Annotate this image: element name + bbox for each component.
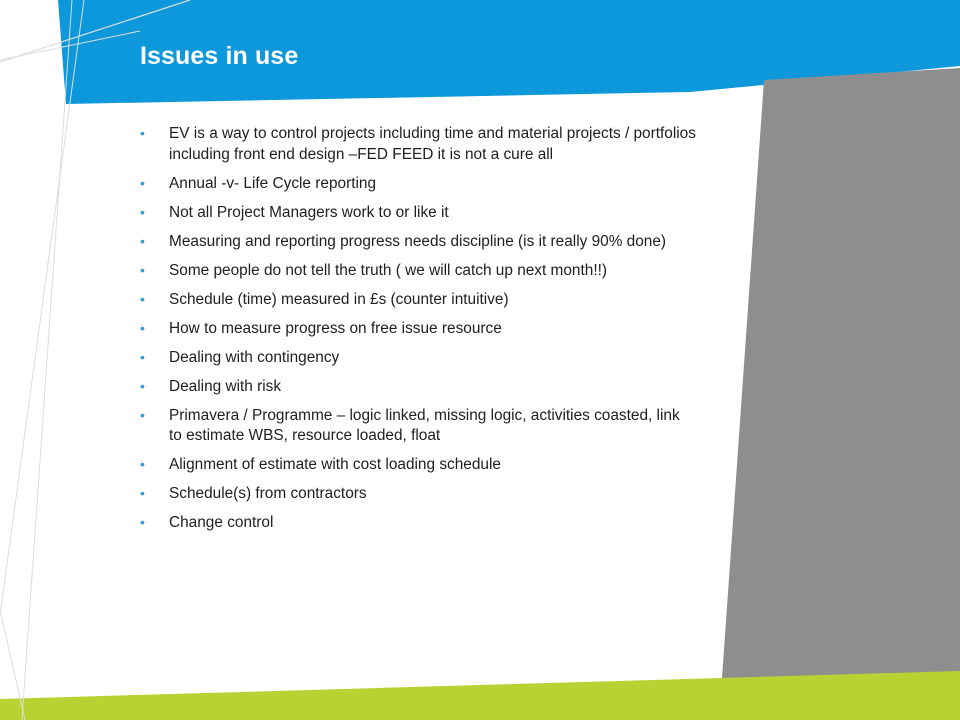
bullet-icon: • xyxy=(140,232,145,249)
bullet-text: Schedule(s) from contractors xyxy=(169,485,367,502)
list-item: • Schedule (time) measured in £s (counte… xyxy=(136,290,696,311)
bullet-icon: • xyxy=(140,125,145,141)
list-item: • Measuring and reporting progress needs… xyxy=(136,232,696,253)
bullet-text: Schedule (time) measured in £s (counter … xyxy=(169,290,509,308)
bullet-icon: • xyxy=(140,485,145,501)
header-band xyxy=(58,0,960,104)
bullet-text: Change control xyxy=(169,514,274,531)
bullet-icon: • xyxy=(140,174,145,191)
bullet-text: Primavera / Programme – logic linked, mi… xyxy=(169,406,680,445)
list-item: • Change control xyxy=(136,513,696,534)
bullet-text: Some people do not tell the truth ( we w… xyxy=(169,261,608,279)
bullet-text: Annual -v- Life Cycle reporting xyxy=(169,174,377,192)
list-item: • Some people do not tell the truth ( we… xyxy=(136,261,696,282)
bullet-list: • EV is a way to control projects includ… xyxy=(136,124,696,542)
list-item: • Annual -v- Life Cycle reporting xyxy=(136,174,696,195)
bullet-icon: • xyxy=(140,456,145,472)
slide-title: Issues in use xyxy=(140,42,299,70)
bullet-icon: • xyxy=(140,261,145,278)
bullet-icon: • xyxy=(140,514,145,530)
bottom-green-band xyxy=(0,671,960,720)
list-item: • Dealing with contingency xyxy=(136,348,696,369)
bullet-icon: • xyxy=(140,203,145,220)
bullet-icon: • xyxy=(140,348,145,365)
list-item: • Primavera / Programme – logic linked, … xyxy=(136,406,696,447)
bullet-text: EV is a way to control projects includin… xyxy=(169,125,696,163)
decor-line xyxy=(0,0,191,63)
decor-line xyxy=(21,0,73,720)
bullet-text: Dealing with risk xyxy=(169,377,282,395)
decor-line xyxy=(0,30,141,61)
bullet-text: Alignment of estimate with cost loading … xyxy=(169,456,501,473)
bullet-icon: • xyxy=(140,377,145,394)
bullet-icon: • xyxy=(140,406,145,423)
list-item: • Dealing with risk xyxy=(136,377,696,398)
bullet-text: Measuring and reporting progress needs d… xyxy=(169,232,667,250)
list-item: • Alignment of estimate with cost loadin… xyxy=(136,455,696,476)
list-item: • EV is a way to control projects includ… xyxy=(136,124,696,165)
decor-line xyxy=(0,0,85,616)
list-item: • Not all Project Managers work to or li… xyxy=(136,203,696,224)
list-item: • How to measure progress on free issue … xyxy=(136,319,696,340)
list-item: • Schedule(s) from contractors xyxy=(136,484,696,505)
bullet-icon: • xyxy=(140,319,145,336)
decor-line xyxy=(0,609,26,720)
bullet-text: Dealing with contingency xyxy=(169,348,340,366)
bullet-text: Not all Project Managers work to or like… xyxy=(169,203,449,221)
bullet-text: How to measure progress on free issue re… xyxy=(169,319,502,337)
bullet-icon: • xyxy=(140,290,145,307)
right-gray-panel xyxy=(722,68,960,678)
